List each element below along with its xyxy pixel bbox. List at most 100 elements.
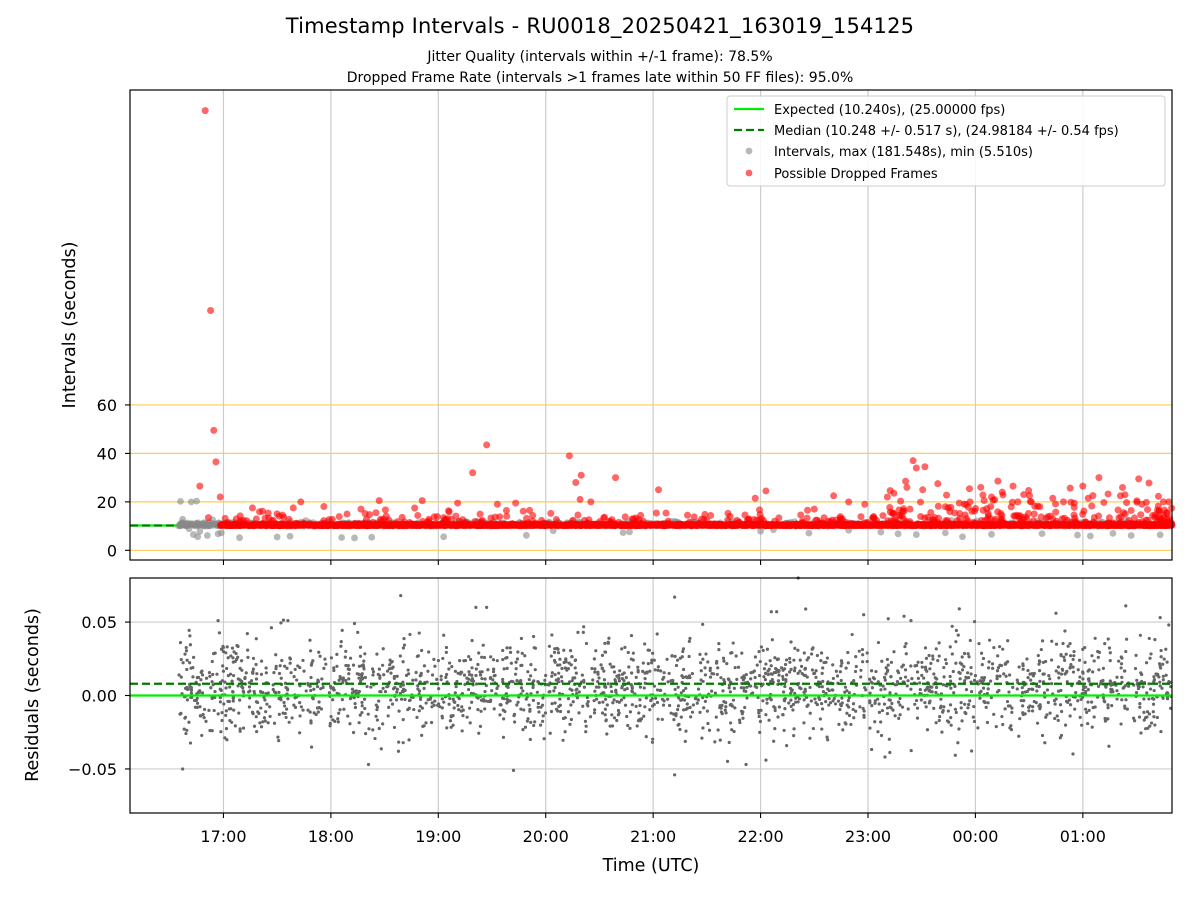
dropped-frame-point [1070, 499, 1078, 507]
residual-point [890, 701, 894, 706]
dropped-frame-point [977, 483, 985, 491]
dropped-frame-point [596, 517, 604, 525]
residual-point [847, 696, 851, 700]
dropped-frame-point [934, 502, 942, 510]
residual-point [868, 677, 872, 681]
interval-point [338, 534, 346, 541]
residual-point [869, 669, 874, 673]
residual-point [529, 720, 533, 724]
dropped-frame-point [797, 511, 805, 519]
residual-point [569, 717, 573, 722]
residual-point [365, 684, 369, 689]
residual-point [722, 659, 726, 663]
residual-point [923, 701, 927, 705]
dropped-frame-point [771, 517, 779, 525]
residual-point [1029, 678, 1033, 682]
dropped-frame-point [639, 517, 647, 525]
interval-point [959, 533, 966, 541]
residual-point [690, 710, 695, 714]
dropped-frame-point [1081, 518, 1089, 526]
dropped-frame-point [1119, 483, 1127, 491]
dropped-frame-point [798, 517, 806, 525]
interval-point [1074, 531, 1081, 539]
dropped-frame-point [1066, 484, 1074, 492]
dropped-frame-point [552, 515, 560, 523]
residual-point [781, 713, 785, 717]
dropped-frame-point [357, 505, 365, 513]
residual-point [259, 672, 264, 676]
dropped-frame-point [1029, 517, 1037, 525]
dropped-frame-point [469, 469, 477, 477]
dropped-frame-point [664, 517, 672, 525]
residual-point [478, 673, 483, 677]
dropped-frame-point [890, 489, 898, 497]
dropped-frame-point [433, 513, 441, 521]
residual-point [549, 709, 554, 714]
dropped-frame-point [565, 452, 573, 460]
residual-point [1091, 670, 1095, 674]
residual-point [913, 702, 917, 706]
dropped-frame-point [201, 107, 209, 115]
residual-point [581, 704, 585, 708]
dropped-frame-point [902, 477, 910, 485]
dropped-frame-point [637, 511, 645, 519]
residual-point [1071, 657, 1075, 662]
interval-point [177, 497, 184, 505]
interval-point [1127, 532, 1135, 539]
dropped-frame-point [813, 516, 821, 524]
residual-point [454, 685, 458, 689]
dropped-frame-point [502, 506, 510, 514]
dropped-frame-point [1135, 518, 1143, 526]
dropped-frame-point [684, 511, 692, 519]
dropped-frame-point [1100, 498, 1108, 506]
legend-dropped-label: Possible Dropped Frames [774, 167, 938, 182]
dropped-frame-point [906, 518, 914, 526]
residual-point [322, 666, 326, 671]
residual-point [430, 673, 435, 677]
dropped-frame-point [744, 515, 752, 523]
dropped-frame-point [909, 457, 917, 465]
dropped-frame-point [955, 499, 963, 507]
residual-point [641, 661, 645, 665]
residual-point [687, 654, 691, 659]
dropped-frame-point [259, 519, 267, 527]
dropped-frame-point [1137, 511, 1145, 519]
residual-point [470, 700, 474, 704]
residual-point [342, 707, 346, 711]
dropped-frame-point [806, 521, 814, 529]
residual-point [1092, 659, 1096, 663]
residual-point [1031, 705, 1035, 709]
dropped-frame-point [941, 503, 949, 511]
residual-point [725, 662, 729, 666]
dropped-frame-point [943, 491, 951, 499]
residual-point [371, 728, 375, 732]
dropped-frame-point [320, 503, 328, 511]
dropped-frame-point [483, 441, 491, 449]
chart-subtitle-jitter: Jitter Quality (intervals within +/-1 fr… [427, 49, 773, 65]
dropped-frame-point [1154, 492, 1162, 500]
dropped-frame-point [335, 513, 343, 521]
residual-point [533, 720, 537, 724]
residual-point [265, 702, 269, 706]
dropped-frame-point [459, 516, 467, 524]
dropped-frame-point [964, 517, 972, 525]
dropped-frame-point [1138, 500, 1146, 508]
dropped-frame-point [265, 514, 273, 522]
dropped-frame-point [1104, 519, 1112, 527]
dropped-frame-point [400, 518, 408, 526]
legend-expected-label: Expected (10.240s), (25.00000 fps) [774, 103, 1005, 118]
interval-point [179, 515, 187, 523]
interval-point [626, 528, 633, 536]
dropped-frame-point [872, 519, 880, 527]
residual-point [906, 679, 910, 683]
dropped-frame-point [1095, 474, 1103, 482]
residual-point [1050, 658, 1054, 662]
residual-point [439, 678, 443, 682]
residual-point [820, 685, 824, 689]
residual-point [1147, 697, 1151, 701]
dropped-frame-point [1089, 518, 1097, 526]
dropped-frame-point [414, 511, 422, 519]
dropped-frame-point [786, 521, 794, 529]
dropped-frame-point [508, 520, 516, 528]
